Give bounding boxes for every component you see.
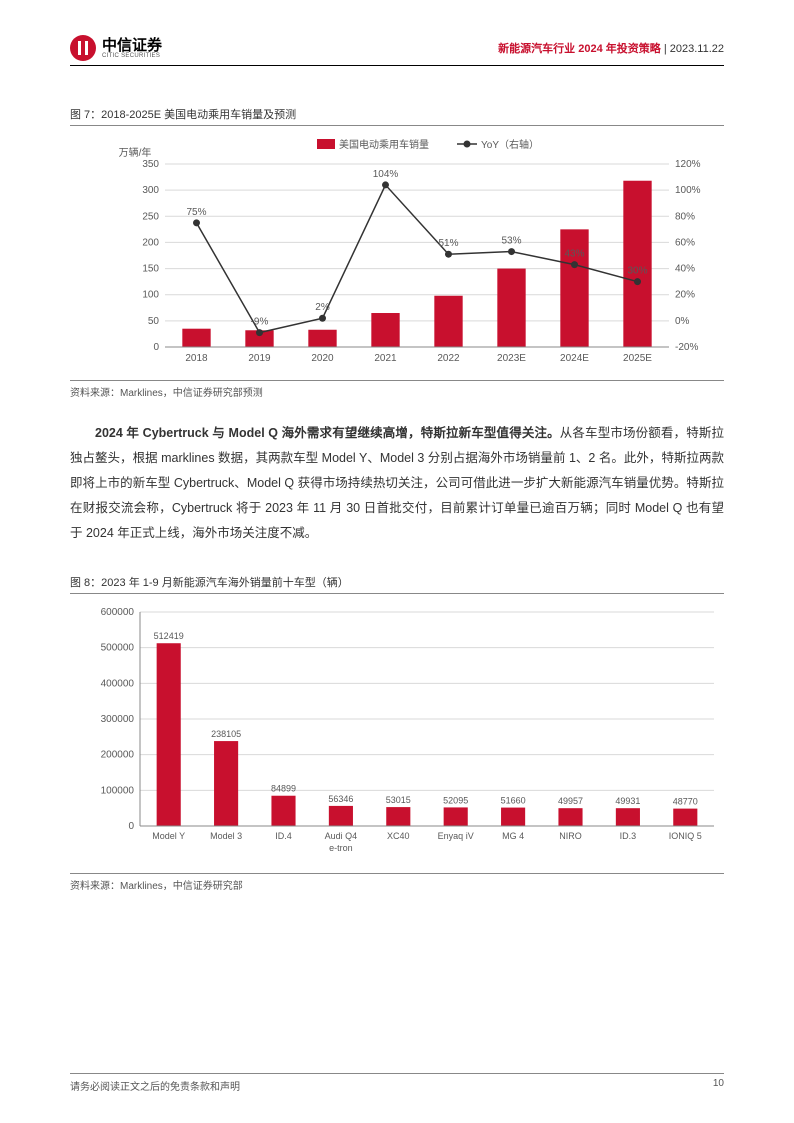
svg-text:512419: 512419	[154, 631, 184, 641]
svg-text:51%: 51%	[438, 238, 458, 249]
svg-text:200000: 200000	[101, 750, 135, 761]
svg-text:49957: 49957	[558, 796, 583, 806]
svg-text:0: 0	[128, 821, 134, 832]
svg-text:53015: 53015	[386, 795, 411, 805]
svg-text:e-tron: e-tron	[329, 843, 353, 853]
svg-text:100000: 100000	[101, 785, 135, 796]
svg-text:600000: 600000	[101, 607, 135, 618]
svg-text:52095: 52095	[443, 795, 468, 805]
svg-text:51660: 51660	[501, 796, 526, 806]
header-title-block: 新能源汽车行业 2024 年投资策略 | 2023.11.22	[498, 40, 724, 56]
svg-text:104%: 104%	[373, 169, 399, 180]
page-footer: 请务必阅读正文之后的免责条款和声明 10	[70, 1073, 724, 1093]
svg-text:2019: 2019	[248, 353, 271, 364]
svg-text:238105: 238105	[211, 729, 241, 739]
svg-text:2024E: 2024E	[560, 353, 589, 364]
svg-text:400000: 400000	[101, 678, 135, 689]
svg-text:IONIQ 5: IONIQ 5	[669, 831, 702, 841]
paragraph-body: 从各车型市场份额看，特斯拉独占鳌头，根据 marklines 数据，其两款车型 …	[70, 426, 724, 540]
header-date: | 2023.11.22	[664, 43, 724, 55]
svg-text:2021: 2021	[374, 353, 397, 364]
svg-text:2%: 2%	[315, 302, 330, 313]
figure-8-source: 资料来源：Marklines，中信证券研究部	[70, 873, 724, 892]
svg-text:75%: 75%	[186, 207, 206, 218]
header-title: 新能源汽车行业 2024 年投资策略	[498, 43, 661, 55]
svg-text:2023E: 2023E	[497, 353, 526, 364]
svg-text:30%: 30%	[627, 266, 647, 277]
svg-text:0: 0	[153, 342, 159, 353]
figure-7-source: 资料来源：Marklines，中信证券研究部预测	[70, 380, 724, 399]
svg-text:-20%: -20%	[675, 342, 698, 353]
svg-text:万辆/年: 万辆/年	[119, 146, 152, 159]
svg-text:50: 50	[148, 316, 160, 327]
svg-text:40%: 40%	[675, 264, 695, 275]
svg-text:2018: 2018	[185, 353, 208, 364]
svg-text:0%: 0%	[675, 316, 690, 327]
svg-text:60%: 60%	[675, 237, 695, 248]
svg-text:美国电动乘用车销量: 美国电动乘用车销量	[339, 138, 429, 151]
figure-7-title: 图 7：2018-2025E 美国电动乘用车销量及预测	[70, 106, 724, 126]
footer-page-number: 10	[713, 1078, 724, 1093]
svg-text:500000: 500000	[101, 643, 135, 654]
body-paragraph: 2024 年 Cybertruck 与 Model Q 海外需求有望继续高增，特…	[70, 421, 724, 546]
svg-text:53%: 53%	[501, 236, 521, 247]
svg-text:49931: 49931	[615, 796, 640, 806]
svg-text:300: 300	[142, 185, 159, 196]
figure-8-title: 图 8：2023 年 1-9 月新能源汽车海外销量前十车型（辆）	[70, 574, 724, 594]
svg-text:Audi Q4: Audi Q4	[325, 831, 358, 841]
svg-text:Model 3: Model 3	[210, 831, 242, 841]
svg-text:100: 100	[142, 290, 159, 301]
svg-text:250: 250	[142, 211, 159, 222]
figure-8: 图 8：2023 年 1-9 月新能源汽车海外销量前十车型（辆） 0 100000…	[70, 574, 724, 892]
svg-text:NIRO: NIRO	[559, 831, 582, 841]
svg-text:200: 200	[142, 237, 159, 248]
paragraph-lead: 2024 年 Cybertruck 与 Model Q 海外需求有望继续高增，特…	[95, 426, 560, 440]
svg-text:2020: 2020	[311, 353, 334, 364]
figure-8-chart: 0 100000 200000 300000 400000 500000 600000 512…	[70, 602, 724, 867]
svg-text:-9%: -9%	[251, 317, 269, 328]
svg-text:XC40: XC40	[387, 831, 410, 841]
svg-text:2025E: 2025E	[623, 353, 652, 364]
svg-text:43%: 43%	[564, 249, 584, 260]
logo-text-cn: 中信证券	[102, 38, 162, 53]
svg-text:ID.3: ID.3	[620, 831, 637, 841]
logo-icon	[70, 35, 96, 61]
svg-text:MG 4: MG 4	[502, 831, 524, 841]
page-header: 中信证券 CITIC SECURITIES 新能源汽车行业 2024 年投资策略…	[70, 35, 724, 66]
svg-text:20%: 20%	[675, 290, 695, 301]
svg-text:48770: 48770	[673, 797, 698, 807]
svg-text:84899: 84899	[271, 784, 296, 794]
svg-text:56346: 56346	[328, 794, 353, 804]
figure-7: 图 7：2018-2025E 美国电动乘用车销量及预测 0 50 100 150 200…	[70, 106, 724, 399]
svg-text:120%: 120%	[675, 159, 701, 170]
svg-text:2022: 2022	[437, 353, 460, 364]
svg-text:350: 350	[142, 159, 159, 170]
svg-text:300000: 300000	[101, 714, 135, 725]
logo-text-en: CITIC SECURITIES	[102, 53, 162, 59]
svg-text:ID.4: ID.4	[275, 831, 292, 841]
figure-7-chart: 0 50 100 150 200 250 300 350 -20% 0% 20% 40% 60% 80% 1…	[70, 134, 724, 374]
svg-text:100%: 100%	[675, 185, 701, 196]
footer-disclaimer: 请务必阅读正文之后的免责条款和声明	[70, 1078, 240, 1093]
svg-text:Model Y: Model Y	[152, 831, 185, 841]
logo: 中信证券 CITIC SECURITIES	[70, 35, 162, 61]
svg-text:Enyaq iV: Enyaq iV	[438, 831, 474, 841]
svg-text:150: 150	[142, 264, 159, 275]
svg-text:YoY（右轴）: YoY（右轴）	[481, 138, 539, 151]
svg-text:80%: 80%	[675, 211, 695, 222]
